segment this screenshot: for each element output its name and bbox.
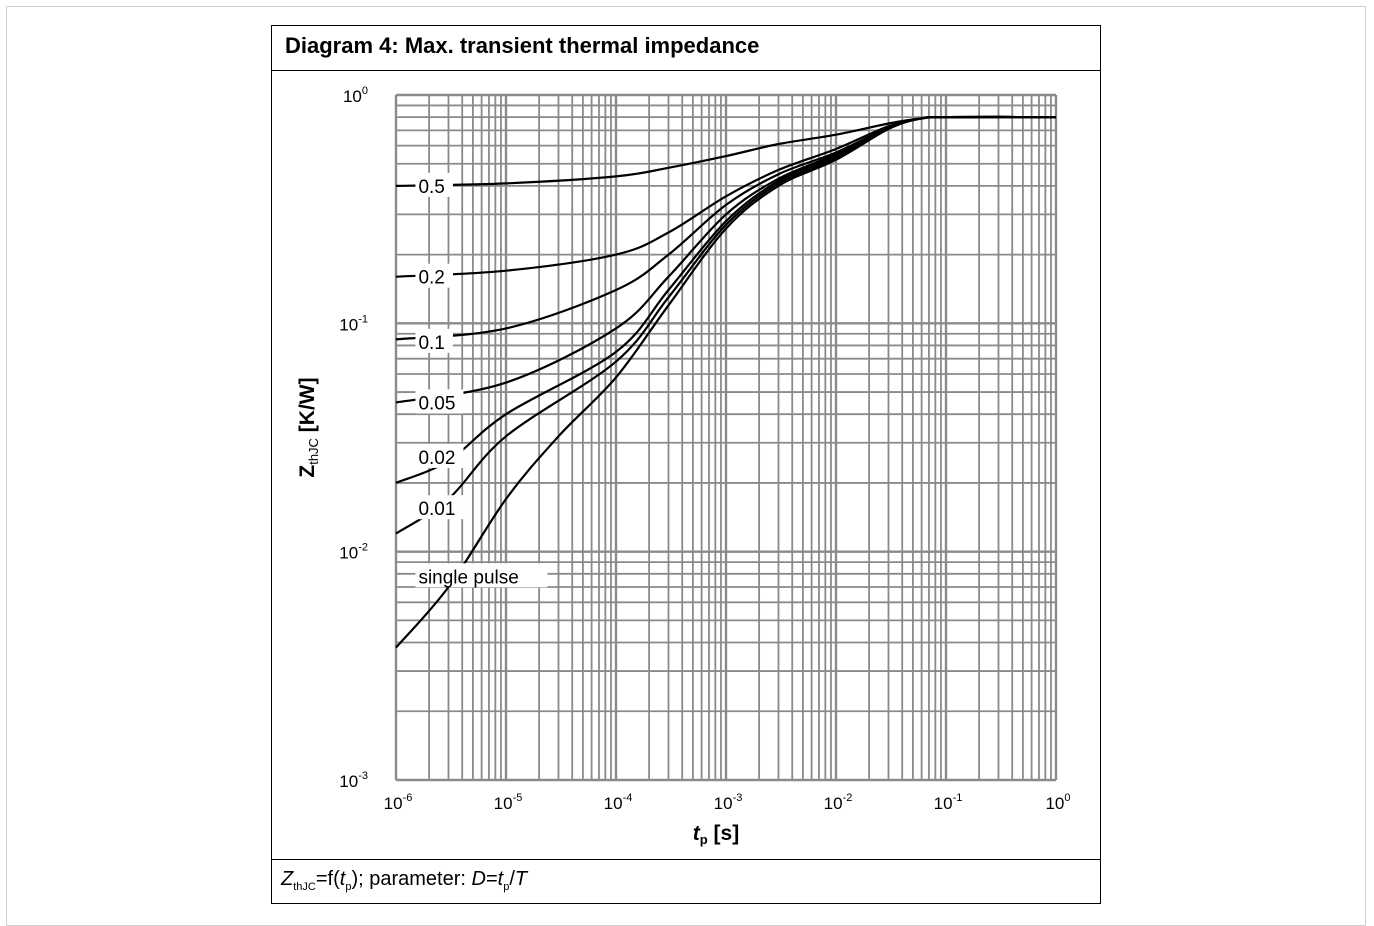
x-tick-label: 100	[1045, 792, 1070, 813]
diagram-title: Diagram 4: Max. transient thermal impeda…	[285, 33, 760, 58]
footer-z-sub: thJC	[293, 881, 316, 893]
x-tick-label: 10-2	[824, 792, 853, 813]
footer-caption: ZthJC=f(tp); parameter: D=tp/T	[281, 868, 527, 893]
series-label-text: 0.2	[418, 268, 444, 289]
footer-slash: /	[509, 868, 515, 890]
y-tick-label: 10-1	[339, 313, 368, 334]
series-line	[395, 115, 1057, 649]
curves	[395, 115, 1057, 649]
footer-t2-sub: p	[503, 881, 510, 893]
y-tick-label: 100	[343, 85, 368, 106]
x-tick-label: 10-6	[384, 792, 413, 813]
footer-eq2: =	[485, 868, 498, 890]
series-label: 0.1	[415, 328, 453, 354]
x-tick-label: 10-5	[494, 792, 523, 813]
footer-t: t	[339, 868, 346, 890]
x-tick-label: 10-1	[934, 792, 963, 813]
series-label: 0.02	[415, 443, 464, 469]
title-row: Diagram 4: Max. transient thermal impeda…	[272, 26, 1100, 71]
footer-row: ZthJC=f(tp); parameter: D=tp/T	[272, 859, 1100, 905]
series-label: 0.2	[415, 263, 453, 289]
series-label-text: 0.1	[418, 333, 444, 354]
footer-eq: =f(	[315, 868, 340, 890]
footer-z: Z	[281, 868, 294, 890]
y-axis-title: ZthJC [K/W]	[296, 377, 321, 477]
footer-t-sub: p	[345, 881, 352, 893]
x-tick-label: 10-3	[714, 792, 743, 813]
series-label-bg	[415, 389, 464, 414]
series-label-text: single pulse	[418, 567, 518, 588]
series-label-text: 0.02	[418, 448, 455, 469]
footer-t2: t	[497, 868, 504, 890]
x-tick-label: 10-4	[604, 792, 633, 813]
series-label-bg	[415, 495, 464, 520]
series-label-bg	[415, 443, 464, 468]
series-label: 0.5	[415, 172, 453, 198]
series-label: 0.01	[415, 495, 464, 520]
series-label-bg	[415, 172, 453, 197]
x-axis-title: tp [s]	[693, 822, 739, 847]
series-label-text: 0.5	[418, 177, 444, 198]
series-label-bg	[415, 563, 548, 588]
transient-impedance-chart: 10-6 10-5 10-4 10-3 10-2 10-1 100 10-3 10-2 10-1 1…	[296, 85, 1071, 847]
series-label: 0.05	[415, 389, 464, 415]
series-label-bg	[415, 328, 453, 353]
series-label-bg	[415, 263, 453, 288]
series-label-text: 0.01	[418, 499, 455, 520]
y-tick-label: 10-3	[339, 770, 368, 791]
diagram-frame: Diagram 4: Max. transient thermal impeda…	[271, 25, 1101, 904]
y-tick-label: 10-2	[339, 542, 368, 563]
series-label-text: 0.05	[418, 394, 455, 415]
series-label: single pulse	[415, 563, 548, 588]
grid	[394, 93, 1058, 782]
footer-d: D	[471, 868, 486, 890]
footer-mid: ); parameter:	[351, 868, 472, 890]
footer-period: T	[514, 868, 528, 890]
